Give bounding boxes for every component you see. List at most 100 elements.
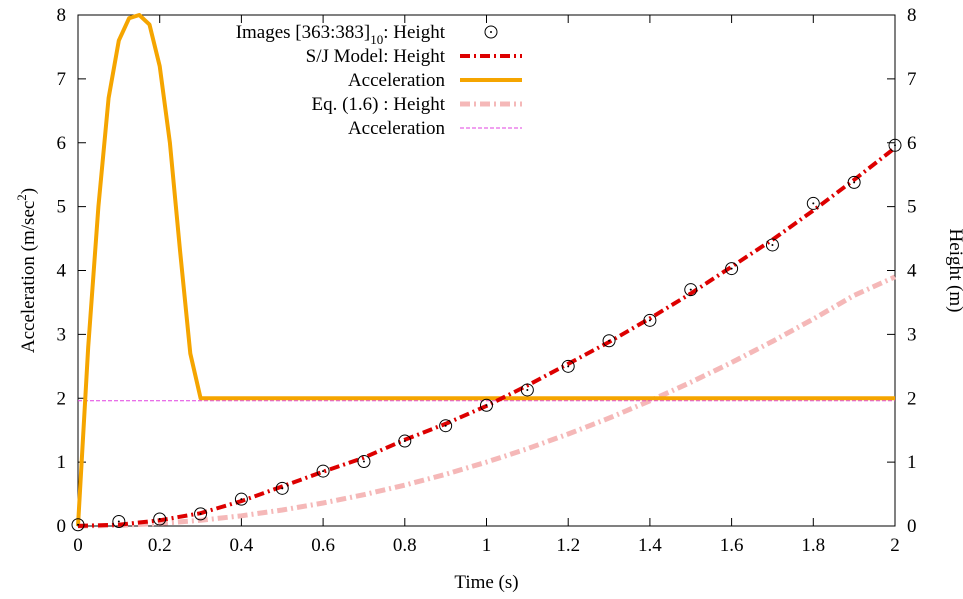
data-point-dot [199, 512, 202, 515]
tick-labels: 0 0.2 0.4 0.6 0.8 1 1.2 1.4 1.6 1.8 20123456780123… [57, 5, 918, 556]
y-right-axis-label: Height (m) [945, 229, 963, 313]
x-tick-label: 2 [890, 535, 900, 556]
data-point-circle [561, 359, 575, 373]
series-line-3 [77, 274, 897, 529]
x-tick-label: 0.4 [230, 535, 254, 556]
y-left-tick-label: 5 [57, 197, 67, 218]
legend-label: Acceleration [348, 118, 446, 139]
series-line-1 [77, 146, 897, 528]
series-layer [71, 13, 902, 532]
x-tick-label: 1 [482, 535, 492, 556]
x-tick-label: 0.2 [148, 535, 172, 556]
legend-label-main: Images [363:383] [236, 22, 371, 43]
x-tick-label: 1.2 [556, 535, 580, 556]
axis-labels: Time (s)Acceleration (m/sec2)Height (m) [14, 188, 963, 593]
data-point-dot [894, 144, 896, 147]
data-point-dot [240, 498, 243, 501]
x-axis-label: Time (s) [454, 572, 518, 593]
y-right-tick-label: 2 [907, 388, 917, 409]
data-point-circle [520, 383, 534, 397]
data-point-circle [888, 138, 902, 152]
legend-label-main: Eq. (1.6) : Height [311, 94, 445, 115]
y-right-tick-label: 8 [907, 5, 917, 26]
data-point-dot [322, 470, 325, 473]
y-right-tick-label: 0 [907, 516, 917, 537]
legend-label-sub: 10 [370, 32, 383, 47]
y-left-axis-label-tail: ) [18, 188, 39, 194]
data-point-circle [194, 507, 208, 521]
legend-label: S/J Model: Height [306, 46, 446, 67]
y-right-tick-label: 5 [907, 197, 917, 218]
data-point-circle [398, 434, 412, 448]
data-point-dot [608, 339, 611, 342]
data-point-circle [357, 454, 371, 468]
data-point-dot [403, 440, 406, 443]
legend-sample-circle [484, 25, 498, 39]
data-point-dot [77, 523, 79, 526]
y-left-tick-label: 1 [57, 452, 67, 473]
legend-label-main: S/J Model: Height [306, 46, 446, 67]
y-right-tick-label: 4 [907, 261, 917, 282]
x-tick-label: 0.6 [311, 535, 335, 556]
data-point-dot [567, 365, 570, 368]
plot-frame [77, 14, 896, 527]
x-tick-label: 0 [73, 535, 83, 556]
y-left-axis-label: Acceleration (m/sec2) [14, 188, 39, 353]
data-point-circle [316, 464, 330, 478]
plot-axes [77, 14, 896, 527]
data-point-circle [643, 313, 657, 327]
y-left-tick-label: 3 [57, 324, 67, 345]
y-left-tick-label: 2 [57, 388, 67, 409]
data-point-dot [444, 424, 447, 427]
data-point-dot [689, 288, 692, 291]
data-point-circle [234, 492, 248, 506]
data-point-circle [806, 196, 820, 210]
data-point-dot [281, 487, 284, 490]
data-point-circle [71, 518, 85, 532]
legend-label-main: Acceleration [348, 70, 446, 91]
data-point-circle [602, 334, 616, 348]
data-point-dot [526, 388, 529, 391]
data-point-dot [117, 520, 120, 523]
data-point-dot [362, 460, 365, 463]
legend-label: Eq. (1.6) : Height [311, 94, 445, 115]
x-tick-label: 1.6 [720, 535, 744, 556]
series-line-2 [76, 13, 895, 527]
legend-label-tail: : Height [383, 22, 445, 43]
legend-sample-dot [490, 31, 492, 33]
data-point-circle [153, 512, 167, 526]
data-point-dot [853, 181, 856, 184]
y-right-tick-label: 7 [907, 69, 917, 90]
data-point-circle [275, 481, 289, 495]
data-point-dot [812, 202, 815, 205]
data-point-circle [684, 283, 698, 297]
data-point-dot [648, 319, 651, 322]
y-left-axis-label-sup: 2 [14, 194, 29, 201]
legend-label: Acceleration [348, 70, 446, 91]
y-left-tick-label: 7 [57, 69, 67, 90]
y-right-tick-label: 6 [907, 133, 917, 154]
x-tick-label: 1.4 [638, 535, 662, 556]
y-left-axis-label-main: Acceleration (m/sec [18, 201, 39, 353]
y-left-tick-label: 0 [57, 516, 67, 537]
data-point-dot [485, 404, 488, 407]
y-left-tick-label: 4 [57, 261, 67, 282]
data-point-circle [765, 238, 779, 252]
data-point-dot [771, 243, 774, 246]
y-left-tick-label: 8 [57, 5, 67, 26]
data-point-circle [439, 419, 453, 433]
y-right-tick-label: 1 [907, 452, 917, 473]
data-point-circle [112, 515, 126, 529]
x-tick-label: 1.8 [801, 535, 825, 556]
legend-label: Images [363:383]10: Height [236, 22, 446, 47]
data-point-circle [847, 175, 861, 189]
data-point-dot [158, 517, 161, 520]
data-point-circle [480, 398, 493, 412]
data-point-circle [725, 262, 739, 276]
x-tick-label: 0.8 [393, 535, 417, 556]
legend-label-main: Acceleration [348, 118, 446, 139]
y-left-tick-label: 6 [57, 133, 67, 154]
y-right-tick-label: 3 [907, 324, 917, 345]
